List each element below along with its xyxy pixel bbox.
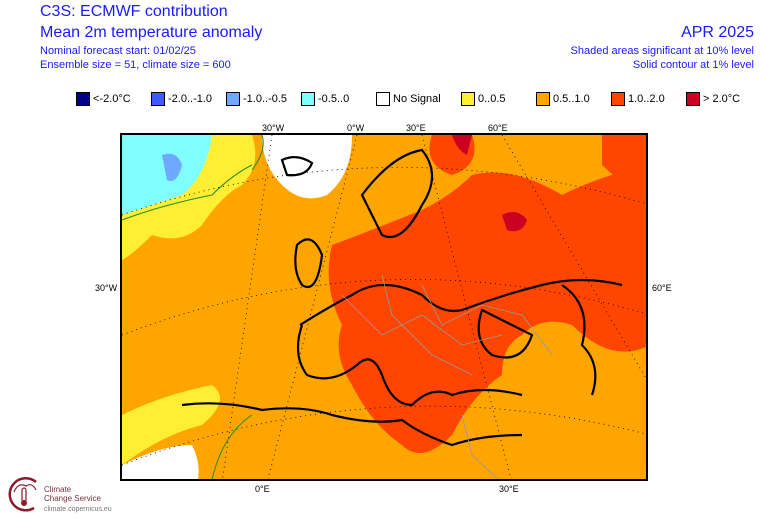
coastlines — [181, 148, 623, 447]
legend-swatch — [686, 92, 700, 106]
legend-swatch — [611, 92, 625, 106]
copernicus-logo — [6, 474, 42, 517]
legend-label: 1.0..2.0 — [628, 93, 665, 105]
legend-item: -0.5..0 — [301, 92, 368, 106]
contour-note: Solid contour at 1% level — [632, 59, 754, 71]
left-lon-label: 30°W — [95, 283, 118, 293]
right-lon-label: 60°E — [652, 283, 672, 293]
top-lon-label: 30°W — [262, 123, 285, 133]
legend-swatch — [461, 92, 475, 106]
temperature-anomaly-map — [120, 133, 648, 481]
anomaly-1-2-region — [602, 135, 646, 194]
legend-label: 0..0.5 — [478, 93, 506, 105]
legend-item: 1.0..2.0 — [611, 92, 678, 106]
top-lon-label: 30°E — [406, 123, 426, 133]
no-signal-region — [122, 445, 199, 479]
legend-swatch — [301, 92, 315, 106]
legend-label: No Signal — [393, 93, 441, 105]
ensemble-size: Ensemble size = 51, climate size = 600 — [40, 59, 231, 71]
legend-item: 0.5..1.0 — [536, 92, 603, 106]
shaded-note: Shaded areas significant at 10% level — [570, 45, 754, 57]
legend-item: 0..0.5 — [461, 92, 528, 106]
legend-swatch — [536, 92, 550, 106]
anomaly-gt2-region — [452, 135, 472, 155]
chart-title: C3S: ECMWF contribution — [40, 3, 228, 20]
bottom-lon-label: 0°E — [255, 484, 270, 494]
legend-item: No Signal — [376, 92, 453, 106]
borders — [341, 274, 553, 479]
legend-swatch — [226, 92, 240, 106]
legend-label: 0.5..1.0 — [553, 93, 590, 105]
bottom-lon-label: 30°E — [499, 484, 519, 494]
legend-swatch — [151, 92, 165, 106]
anomaly-1-2-region — [328, 165, 646, 453]
legend-item: <-2.0°C — [76, 92, 143, 106]
top-lon-label: 0°W — [347, 123, 365, 133]
no-signal-region — [262, 135, 352, 199]
legend-item: -2.0..-1.0 — [151, 92, 218, 106]
legend-swatch — [376, 92, 390, 106]
anomaly-gt2-region — [502, 211, 527, 232]
legend-label: -1.0..-0.5 — [243, 93, 288, 105]
legend-label: <-2.0°C — [93, 93, 131, 105]
anomaly-0-0.5-region — [122, 385, 220, 465]
chart-subtitle: Mean 2m temperature anomaly — [40, 24, 263, 41]
logo-line2: Change Service — [44, 494, 101, 503]
legend-label: > 2.0°C — [703, 93, 741, 105]
legend-item: -1.0..-0.5 — [226, 92, 293, 106]
graticule — [122, 135, 646, 479]
legend-swatch — [76, 92, 90, 106]
logo-line1: Climate — [44, 485, 72, 494]
thermometer-cloud-icon — [8, 477, 37, 512]
anomaly-neg-region — [162, 153, 182, 181]
forecast-period: APR 2025 — [681, 24, 754, 41]
top-lon-label: 60°E — [488, 123, 508, 133]
legend-item: > 2.0°C — [686, 92, 753, 106]
logo-url: climate.copernicus.eu — [44, 506, 112, 513]
legend-label: -2.0..-1.0 — [168, 93, 213, 105]
legend: <-2.0°C -2.0..-1.0 -1.0..-0.5 -0.5..0 No Sig… — [76, 92, 760, 106]
legend-label: -0.5..0 — [318, 93, 350, 105]
significance-contours — [122, 135, 264, 479]
forecast-start: Nominal forecast start: 01/02/25 — [40, 45, 196, 57]
